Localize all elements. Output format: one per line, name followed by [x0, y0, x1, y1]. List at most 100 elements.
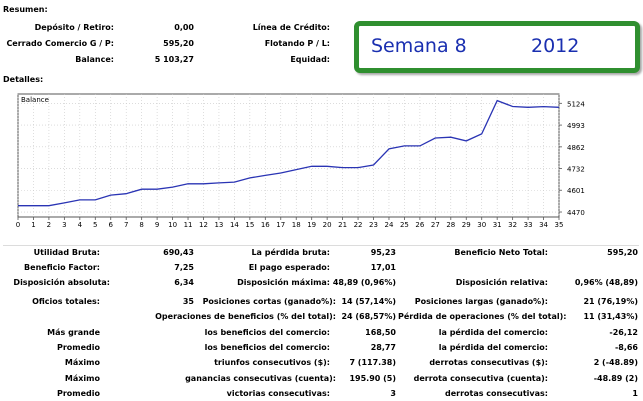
ganancias-value: 195.90 (5)	[349, 374, 396, 383]
x-tick-label: 27	[431, 221, 440, 228]
x-tick-label: 21	[338, 221, 347, 228]
x-tick-label: 0	[16, 221, 20, 228]
ganancias-label: ganancias consecutivas (cuenta):	[185, 374, 336, 383]
x-tick-label: 5	[93, 221, 97, 228]
victorias-value: 3	[390, 389, 396, 398]
x-tick-label: 2	[47, 221, 51, 228]
x-tick-label: 23	[369, 221, 378, 228]
triunfos-label: triunfos consecutivos ($):	[214, 358, 330, 367]
beneficio-neto-value: 595,20	[607, 248, 638, 257]
perdida-op-label: Pérdida de operaciones (% del total):	[398, 312, 567, 321]
flotando-label: Flotando P / L:	[264, 39, 330, 48]
x-tick-label: 4	[78, 221, 83, 228]
deposito-value: 0,00	[174, 23, 194, 32]
oficios-label: Oficios totales:	[32, 297, 100, 306]
x-tick-label: 31	[493, 221, 502, 228]
x-tick-label: 22	[354, 221, 363, 228]
op-beneficios-value: 24 (68,57%)	[341, 312, 396, 321]
pos-largas-value: 21 (76,19%)	[583, 297, 638, 306]
perdida-bruta-value: 95,23	[370, 248, 396, 257]
x-tick-label: 33	[524, 221, 533, 228]
pago-esperado-value: 17,01	[370, 263, 396, 272]
x-tick-label: 11	[184, 221, 193, 228]
y-tick-label: 5124	[567, 100, 585, 108]
equidad-label: Equidad:	[290, 55, 330, 64]
x-tick-label: 30	[477, 221, 486, 228]
benef-comercio-value-2: 28,77	[370, 343, 396, 352]
derrota-cuenta-label: derrota consecutiva (cuenta):	[413, 374, 548, 383]
derrotas-cons-label: derrotas consecutivas:	[444, 389, 548, 398]
disp-relativa-label: Disposición relativa:	[455, 278, 548, 287]
disp-maxima-label: Disposición máxima:	[237, 278, 330, 287]
y-tick-label: 4993	[567, 122, 585, 130]
x-tick-label: 6	[109, 221, 114, 228]
detalles-heading: Detalles:	[3, 75, 44, 84]
promedio-label-1: Promedio	[56, 343, 100, 352]
x-tick-label: 7	[124, 221, 128, 228]
banner-year: 2012	[531, 35, 580, 57]
legend-balance: Balance	[21, 96, 49, 104]
y-tick-label: 4601	[567, 187, 585, 195]
beneficio-neto-label: Beneficio Neto Total:	[454, 248, 548, 257]
x-tick-label: 20	[323, 221, 332, 228]
balance-label: Balance:	[75, 55, 114, 64]
balance-chart: 0 1 2 3 4 5 6 7 8 9 10 11 12 13 14 15 16 17 18 19 20 21 22 23 24…	[16, 93, 585, 228]
x-tick-label: 15	[245, 221, 254, 228]
x-tick-label: 24	[385, 221, 394, 228]
resumen-heading: Resumen:	[3, 5, 48, 14]
x-tick-label: 26	[415, 221, 424, 228]
perdida-comercio-label-2: la pérdida del comercio:	[438, 343, 548, 352]
maximo-label-2: Máximo	[64, 374, 100, 383]
y-tick-label: 4732	[567, 165, 585, 173]
promedio-label-2: Promedio	[56, 389, 100, 398]
x-tick-label: 28	[446, 221, 455, 228]
pos-cortas-value: 14 (57,14%)	[341, 297, 396, 306]
balance-value: 5 103,27	[154, 55, 194, 64]
x-tick-label: 16	[261, 221, 270, 228]
utilidad-bruta-value: 690,43	[163, 248, 194, 257]
x-tick-label: 18	[292, 221, 301, 228]
beneficio-factor-label: Beneficio Factor:	[24, 263, 100, 272]
perdida-comercio-value-2: -8,66	[614, 343, 638, 352]
utilidad-bruta-label: Utilidad Bruta:	[33, 248, 100, 257]
benef-comercio-value-1: 168,50	[365, 328, 396, 337]
y-tick-label: 4470	[567, 209, 585, 217]
perdida-comercio-value-1: -26,12	[609, 328, 638, 337]
maximo-label-1: Máximo	[64, 358, 100, 367]
derrotas-cons-value: 1	[632, 389, 638, 398]
balance-series-line	[18, 99, 560, 207]
victorias-label: victorias consecutivas:	[226, 389, 330, 398]
separator	[3, 245, 639, 246]
x-tick-label: 3	[62, 221, 66, 228]
triunfos-value: 7 (117.38)	[349, 358, 396, 367]
x-tick-label: 8	[139, 221, 143, 228]
pos-largas-label: Posiciones largas (ganado%):	[414, 297, 548, 306]
derrotas-label: derrotas consecutivas ($):	[429, 358, 548, 367]
beneficio-factor-value: 7,25	[174, 263, 194, 272]
linea-credito-label: Línea de Crédito:	[252, 23, 330, 32]
oficios-value: 35	[182, 297, 194, 306]
pago-esperado-label: El pago esperado:	[248, 263, 330, 272]
derrotas-value: 2 (-48.89)	[593, 358, 638, 367]
disp-relativa-value: 0,96% (48,89)	[574, 278, 638, 287]
disp-maxima-value: 48,89 (0,96%)	[332, 278, 396, 287]
benef-comercio-label-1: los beneficios del comercio:	[204, 328, 330, 337]
x-tick-label: 9	[155, 221, 159, 228]
perdida-comercio-label-1: la pérdida del comercio:	[438, 328, 548, 337]
x-tick-label: 13	[214, 221, 223, 228]
x-tick-label: 25	[400, 221, 409, 228]
x-tick-label: 17	[276, 221, 285, 228]
op-beneficios-label: Operaciones de beneficios (% del total):	[155, 312, 336, 321]
x-tick-label: 1	[31, 221, 35, 228]
banner-week: Semana 8	[371, 35, 467, 57]
pos-cortas-label: Posiciones cortas (ganado%):	[202, 297, 336, 306]
deposito-label: Depósito / Retiro:	[34, 23, 114, 32]
benef-comercio-label-2: los beneficios del comercio:	[204, 343, 330, 352]
x-tick-label: 19	[307, 221, 316, 228]
cerrado-label: Cerrado Comercio G / P:	[6, 39, 114, 48]
mas-grande-label: Más grande	[47, 328, 100, 337]
x-tick-label: 32	[508, 221, 517, 228]
disp-absoluta-value: 6,34	[174, 278, 194, 287]
x-tick-label: 34	[539, 221, 548, 228]
perdida-bruta-label: La pérdida bruta:	[251, 248, 330, 257]
